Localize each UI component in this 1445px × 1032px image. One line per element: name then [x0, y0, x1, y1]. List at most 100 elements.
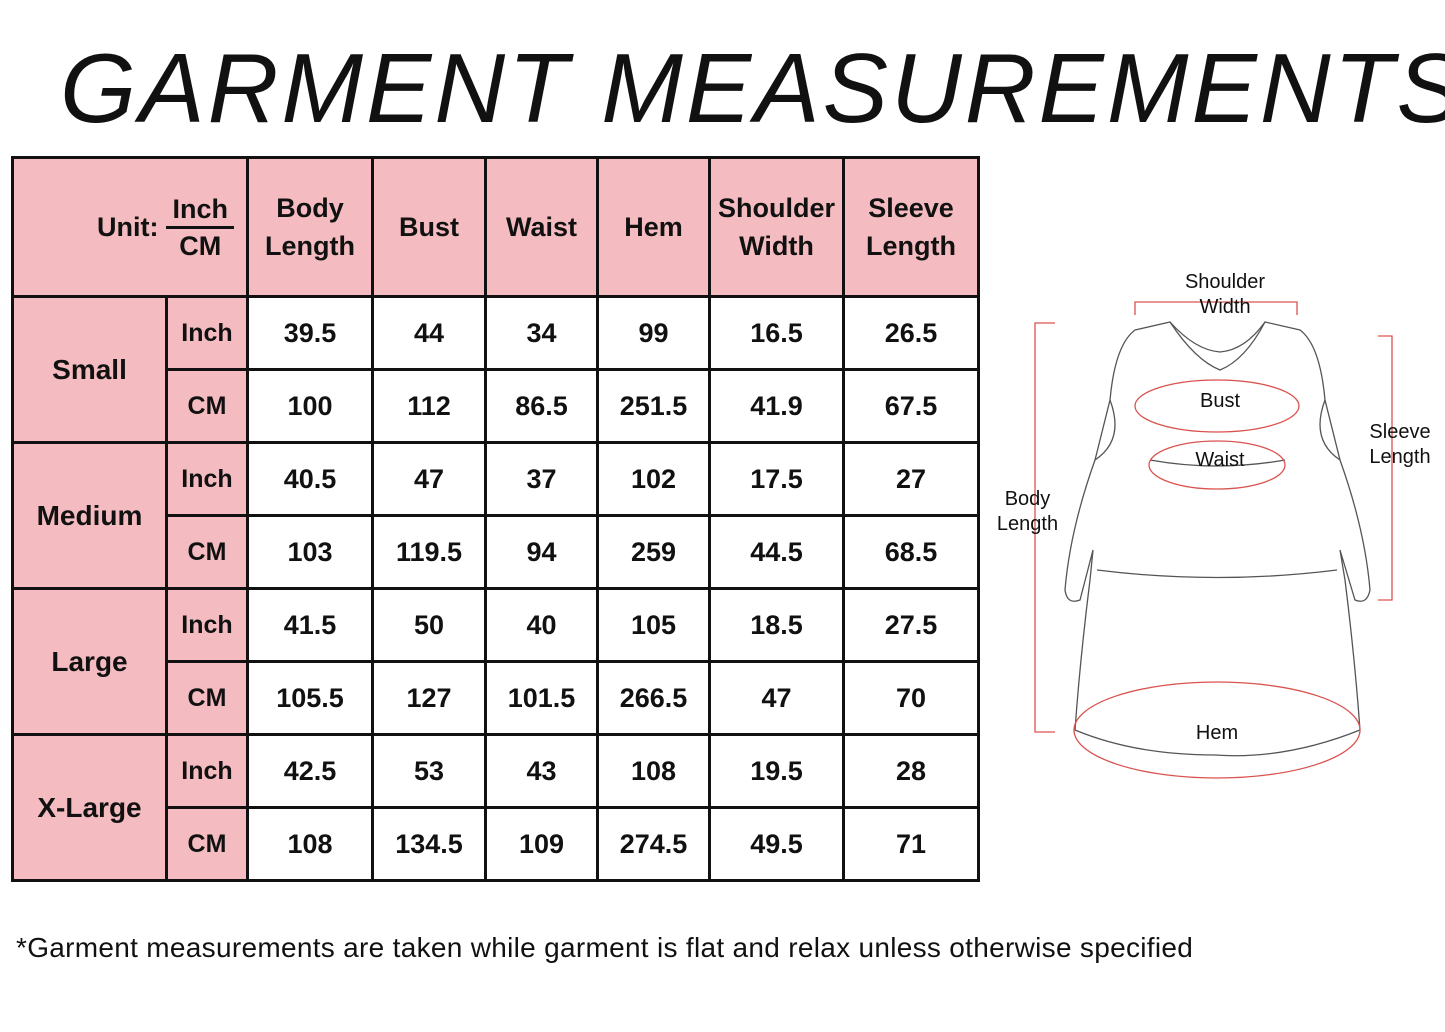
column-header-line: Length [866, 231, 956, 261]
measurement-cell: 19.5 [708, 733, 845, 809]
column-header: Waist [484, 156, 599, 298]
measurement-cell: 67.5 [842, 368, 980, 444]
measurement-cell: 50 [371, 587, 487, 663]
measurement-cell: 109 [484, 806, 599, 882]
measurement-cell: 47 [708, 660, 845, 736]
column-header-line: Hem [624, 212, 683, 242]
sleeve-length-label: Sleeve Length [1369, 421, 1431, 468]
unit-inch: Inch [166, 192, 234, 229]
measurement-cell: 100 [246, 368, 374, 444]
measurement-cell: 27 [842, 441, 980, 517]
measurement-cell: 53 [371, 733, 487, 809]
unit-label: Inch [165, 441, 249, 517]
measurement-cell: 94 [484, 514, 599, 590]
header-row: Unit: Inch CM Body Length Bust Waist Hem Shou… [11, 156, 980, 298]
size-label: Medium [11, 441, 168, 590]
measurement-cell: 39.5 [246, 295, 374, 371]
measurement-cell: 37 [484, 441, 599, 517]
waist-label: Waist [1195, 449, 1245, 471]
measurement-cell: 259 [596, 514, 711, 590]
unit-label: Inch [165, 587, 249, 663]
measurement-cell: 86.5 [484, 368, 599, 444]
unit-cm: CM [179, 230, 222, 261]
body-length-line [1034, 322, 1055, 733]
body-length-label: Body Length [996, 488, 1059, 535]
column-header-line: Shoulder [717, 193, 835, 223]
measurement-cell: 127 [371, 660, 487, 736]
bust-ellipse [1134, 379, 1300, 433]
measurement-cell: 28 [842, 733, 980, 809]
measurement-cell: 70 [842, 660, 980, 736]
size-label: X-Large [11, 733, 168, 882]
column-header-line: Sleeve [868, 193, 954, 223]
measurement-cell: 71 [842, 806, 980, 882]
measurement-cell: 49.5 [708, 806, 845, 882]
dress-illustration [1034, 301, 1393, 779]
footnote: *Garment measurements are taken while ga… [16, 932, 1194, 963]
bust-label: Bust [1199, 390, 1241, 412]
measurement-cell: 112 [371, 368, 487, 444]
measurement-cell: 34 [484, 295, 599, 371]
unit-label: Inch [165, 295, 249, 371]
measurement-cell: 17.5 [708, 441, 845, 517]
column-header-line: Waist [505, 212, 577, 242]
unit-label: CM [165, 514, 249, 590]
measurement-cell: 26.5 [842, 295, 980, 371]
measurement-cell: 108 [596, 733, 711, 809]
column-header: Shoulder Width [708, 156, 845, 298]
measurement-cell: 266.5 [596, 660, 711, 736]
measurement-cell: 41.5 [246, 587, 374, 663]
measurement-cell: 43 [484, 733, 599, 809]
unit-label: Inch [165, 733, 249, 809]
unit-label: CM [165, 368, 249, 444]
column-header-line: Width [739, 231, 814, 261]
measurement-cell: 40.5 [246, 441, 374, 517]
table-row: Large Inch 41.5 50 40 105 18.5 27.5 [11, 587, 980, 736]
dress-outline [1064, 321, 1371, 757]
hem-label: Hem [1185, 721, 1249, 746]
measurement-cell: 119.5 [371, 514, 487, 590]
measurement-cell: 16.5 [708, 295, 845, 371]
unit-header: Unit: Inch CM [11, 156, 249, 298]
measurement-cell: 134.5 [371, 806, 487, 882]
column-header-line: Length [265, 231, 355, 261]
column-header-line: Bust [399, 212, 459, 242]
measurement-cell: 102 [596, 441, 711, 517]
table-row: Medium Inch 40.5 47 37 102 17.5 27 [11, 441, 980, 590]
measurement-cell: 99 [596, 295, 711, 371]
measurement-cell: 68.5 [842, 514, 980, 590]
table-row: Small Inch 39.5 44 34 99 16.5 26.5 [11, 295, 980, 444]
measurement-cell: 44.5 [708, 514, 845, 590]
table-row: CM 103 119.5 94 259 44.5 68.5 [13, 514, 980, 590]
measurement-cell: 274.5 [596, 806, 711, 882]
size-chart-table: Unit: Inch CM Body Length Bust Waist Hem Shou… [11, 156, 980, 882]
measurement-cell: 18.5 [708, 587, 845, 663]
measurement-cell: 44 [371, 295, 487, 371]
shoulder-width-label: Shoulder Width [1184, 271, 1266, 318]
table-row: X-Large Inch 42.5 53 43 108 19.5 28 [11, 733, 980, 882]
column-header: Sleeve Length [842, 156, 980, 298]
table-row: CM 108 134.5 109 274.5 49.5 71 [13, 806, 980, 882]
hem-ellipse [1073, 681, 1361, 779]
measure-lines [1034, 301, 1393, 779]
column-header: Bust [371, 156, 487, 298]
column-header: Body Length [246, 156, 374, 298]
sleeve-length-line [1378, 335, 1393, 601]
table-row: CM 105.5 127 101.5 266.5 47 70 [13, 660, 980, 736]
measurement-cell: 105.5 [246, 660, 374, 736]
unit-label: CM [165, 806, 249, 882]
measurement-cell: 47 [371, 441, 487, 517]
unit-label: CM [165, 660, 249, 736]
measurement-cell: 42.5 [246, 733, 374, 809]
size-label: Small [11, 295, 168, 444]
size-label: Large [11, 587, 168, 736]
dress-diagram: Shoulder Width Bust Waist Hem Body Length … [985, 260, 1445, 790]
waist-ellipse [1148, 440, 1286, 490]
column-header: Hem [596, 156, 711, 298]
unit-label: Unit: [97, 212, 159, 242]
measurement-cell: 103 [246, 514, 374, 590]
measurement-cell: 108 [246, 806, 374, 882]
column-header-line: Body [276, 193, 344, 223]
measurement-cell: 41.9 [708, 368, 845, 444]
shoulder-width-line [1134, 301, 1298, 315]
